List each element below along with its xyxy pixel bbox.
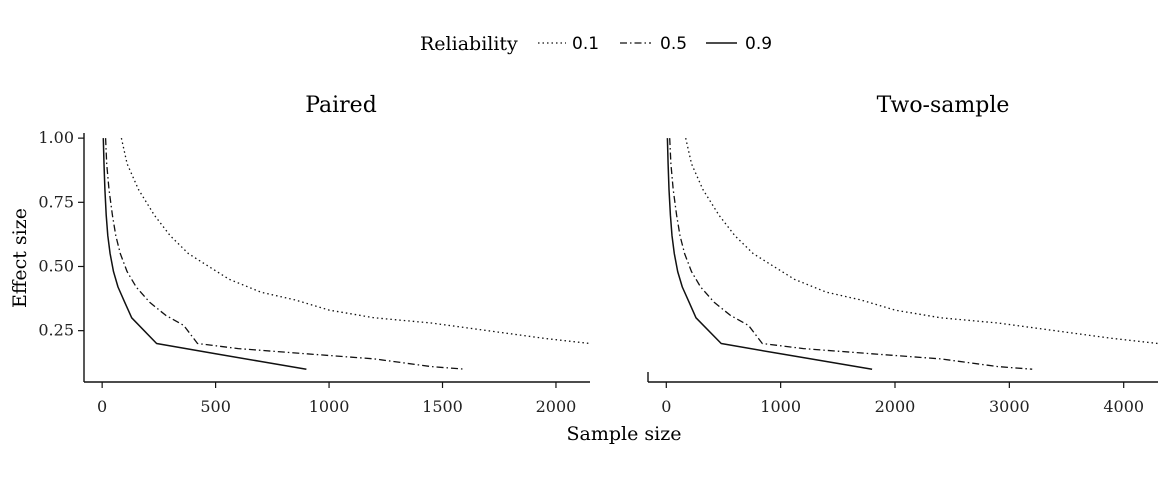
y-tick-label: 1.00: [38, 128, 74, 147]
y-axis-label: Effect size: [9, 208, 31, 308]
series-line-reliability-0.9: [666, 138, 873, 370]
series-line-reliability-0.5: [104, 138, 466, 370]
series-line-reliability-0.9: [102, 138, 307, 370]
series-group: [102, 137, 591, 370]
legend-label-0.5: 0.5: [660, 34, 687, 54]
y-tick-label: 0.25: [38, 321, 74, 340]
x-tick-label: 1000: [760, 397, 801, 416]
y-tick-label: 0.75: [38, 192, 74, 211]
x-tick-label: 4000: [1103, 397, 1144, 416]
x-tick-label: 3000: [989, 397, 1030, 416]
series-line-reliability-0.5: [669, 138, 1033, 370]
legend: Reliability 0.1 0.5 0.9: [420, 33, 772, 55]
panel-two-sample: Two-sample 0 1000 2000 3000 4000: [647, 93, 1159, 416]
x-axis-label: Sample size: [567, 423, 682, 445]
x-tick-label: 1500: [422, 397, 463, 416]
x-ticks: 0 1000 2000 3000 4000: [661, 382, 1144, 416]
panel-title-two-sample: Two-sample: [877, 93, 1010, 118]
x-ticks: 0 500 1000 1500 2000: [97, 382, 576, 416]
x-tick-label: 500: [200, 397, 231, 416]
x-tick-label: 0: [661, 397, 671, 416]
series-line-reliability-0.1: [120, 137, 591, 345]
panel-title-paired: Paired: [305, 93, 377, 118]
series-line-reliability-0.1: [685, 137, 1159, 345]
legend-label-0.1: 0.1: [572, 34, 599, 54]
panel-paired: Paired 0.25 0.50 0.75 1.00 0 500 1000 1500 2000: [38, 93, 591, 416]
x-tick-label: 1000: [309, 397, 350, 416]
series-group: [666, 137, 1159, 370]
y-ticks: 0.25 0.50 0.75 1.00: [38, 128, 84, 340]
y-tick-label: 0.50: [38, 256, 74, 275]
legend-label-0.9: 0.9: [745, 34, 772, 54]
x-tick-label: 0: [97, 397, 107, 416]
x-tick-label: 2000: [536, 397, 577, 416]
x-tick-label: 2000: [875, 397, 916, 416]
legend-title: Reliability: [420, 33, 518, 55]
